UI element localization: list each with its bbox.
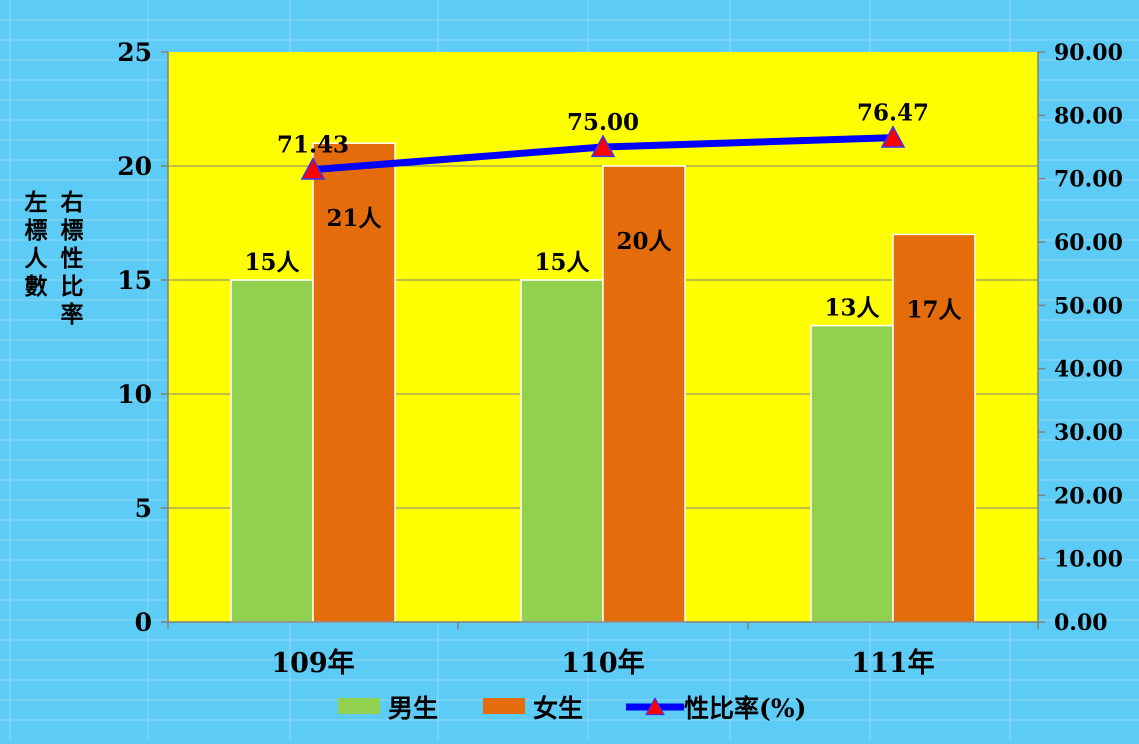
right-tick-label: 80.00 [1054, 103, 1123, 129]
x-tick-label: 111年 [851, 647, 934, 679]
legend-label: 性比率(%) [684, 694, 806, 723]
left-axis-tick-labels: 0 5 10 15 20 25 [117, 38, 152, 637]
left-tick-label: 0 [135, 608, 152, 637]
bar-female [312, 142, 396, 623]
bar-male [810, 324, 894, 623]
legend: 男生 女生 性比率(%) [338, 694, 806, 723]
right-tick-label: 0.00 [1054, 610, 1108, 636]
axes [161, 51, 1045, 629]
axis-title-char: 標 [25, 217, 48, 244]
bar-data-labels: 15人 21人 15人 20人 13人 17人 [244, 205, 962, 323]
right-tick-label: 10.00 [1054, 547, 1123, 573]
x-axis-tick-labels: 109年 110年 111年 [271, 647, 934, 679]
axis-title-char: 比 [61, 273, 84, 300]
legend-label: 女生 [533, 694, 583, 723]
triangle-marker [590, 134, 616, 158]
bar-label-male: 13人 [824, 295, 880, 322]
line-data-label: 76.47 [857, 100, 929, 127]
legend-marker [645, 696, 665, 716]
line-data-label: 75.00 [567, 109, 639, 136]
left-tick-label: 5 [135, 494, 152, 523]
axis-title-char: 左 [25, 189, 48, 216]
legend-swatch [483, 698, 525, 714]
axis-title-char: 率 [61, 301, 84, 328]
bar-label-female: 17人 [906, 296, 962, 323]
bar-female [892, 233, 976, 623]
bar-series [230, 142, 976, 623]
right-axis-tick-labels: 0.00 10.00 20.00 30.00 40.00 50.00 60.00 70.00 8… [1054, 40, 1123, 636]
left-tick-label: 20 [117, 152, 152, 181]
bar-male [520, 279, 604, 623]
axis-title-char: 右 [61, 189, 84, 216]
x-tick-label: 109年 [271, 647, 354, 679]
right-tick-label: 50.00 [1054, 293, 1123, 319]
x-tick-label: 110年 [561, 647, 644, 679]
right-tick-label: 90.00 [1054, 40, 1123, 66]
right-tick-label: 70.00 [1054, 167, 1123, 193]
line-series: 71.43 75.00 76.47 [277, 100, 929, 180]
right-tick-label: 60.00 [1054, 230, 1123, 256]
legend-swatch [338, 698, 380, 714]
right-tick-label: 40.00 [1054, 357, 1123, 383]
bar-label-female: 21人 [326, 205, 382, 232]
axis-title-char: 數 [25, 273, 48, 300]
right-tick-label: 30.00 [1054, 420, 1123, 446]
bar-label-male: 15人 [534, 249, 590, 276]
triangle-marker [880, 125, 906, 148]
left-tick-label: 25 [117, 38, 152, 67]
line-data-label: 71.43 [277, 132, 349, 159]
legend-label: 男生 [388, 694, 438, 723]
bar-male [230, 279, 314, 623]
triangle-marker [300, 157, 326, 180]
bar-label-female: 20人 [616, 228, 672, 255]
bar-label-male: 15人 [244, 249, 300, 276]
left-tick-label: 15 [117, 266, 152, 295]
axis-title-char: 性 [61, 245, 84, 272]
axis-title-char: 標 [61, 217, 84, 244]
left-tick-label: 10 [117, 380, 152, 409]
axis-title-char: 人 [25, 245, 49, 272]
right-tick-label: 20.00 [1054, 483, 1123, 509]
